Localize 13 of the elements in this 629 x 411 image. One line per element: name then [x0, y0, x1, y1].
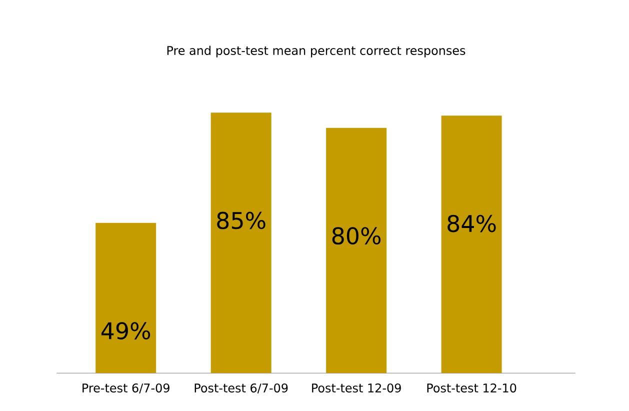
- x-tick-label: Post-test 12-09: [312, 384, 401, 393]
- data-label: 84%: [448, 214, 496, 232]
- bar: [441, 116, 502, 374]
- bar: [210, 112, 272, 374]
- x-tick-label: Post-test 12-10: [427, 384, 516, 393]
- bar: [96, 222, 156, 374]
- bar: [326, 128, 387, 374]
- data-label: 85%: [217, 212, 266, 230]
- chart-title: Pre and post-test mean percent correct responses: [167, 46, 466, 58]
- data-label: 49%: [101, 322, 150, 340]
- data-label: 80%: [332, 227, 381, 245]
- x-tick-label: Post-test 6/7-09: [194, 384, 288, 394]
- x-tick-label: Pre-test 6/7-09: [82, 384, 170, 394]
